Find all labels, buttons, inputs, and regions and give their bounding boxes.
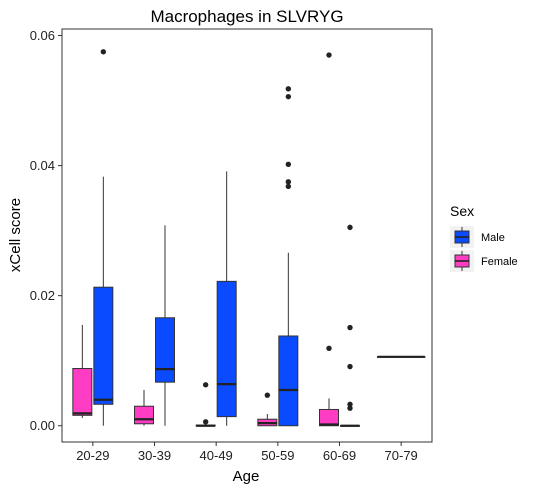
box-male-50-59 [278, 86, 299, 427]
box-iqr [319, 408, 339, 427]
outlier-point [347, 401, 353, 407]
x-tick-label: 40-49 [200, 448, 233, 463]
x-tick-label: 50-59 [261, 448, 294, 463]
outlier-point [285, 179, 292, 185]
outlier-point [285, 93, 292, 100]
y-axis: 0.00 0.02 0.04 0.06 [30, 28, 62, 433]
box-iqr [155, 317, 175, 383]
outlier-point [347, 363, 353, 370]
box-male-30-39 [155, 225, 175, 426]
outlier-point [285, 183, 292, 190]
box-iqr [278, 335, 299, 427]
box-iqr [134, 405, 154, 425]
box-male-70-79 [376, 355, 426, 358]
box-female-30-39 [134, 389, 154, 426]
y-tick-label: 0.00 [30, 418, 55, 433]
x-tick-label: 60-69 [323, 448, 356, 463]
outlier-point [264, 392, 271, 398]
box-male-40-49 [216, 171, 237, 426]
box-male-60-69 [340, 224, 360, 427]
outlier-point [285, 86, 292, 92]
legend: Sex Male Female [450, 203, 518, 272]
box-female-60-69 [319, 52, 339, 427]
outlier-point [202, 382, 209, 388]
plot-panel-border [61, 28, 433, 443]
box-layer [72, 49, 426, 427]
outlier-point [347, 224, 353, 231]
x-axis-title: Age [233, 468, 260, 485]
box-iqr [93, 286, 114, 405]
legend-title: Sex [450, 203, 474, 219]
outlier-point [285, 161, 292, 167]
x-tick-label: 70-79 [385, 448, 418, 463]
outlier-point [202, 419, 209, 425]
box-male-20-29 [93, 49, 114, 426]
box-iqr [216, 280, 237, 418]
legend-label-female: Female [481, 256, 518, 268]
box-female-50-59 [257, 392, 278, 427]
box-female-40-49 [195, 382, 216, 427]
box-iqr [72, 368, 93, 416]
outlier-point [347, 324, 353, 331]
y-tick-label: 0.02 [30, 288, 55, 303]
x-tick-label: 20-29 [76, 448, 109, 463]
outlier-point [100, 49, 107, 55]
y-tick-label: 0.06 [30, 28, 55, 43]
chart-title: Macrophages in SLVRYG [150, 7, 343, 26]
outlier-point [326, 345, 332, 352]
x-axis: 20-29 30-39 40-49 50-59 60-69 70-79 [76, 442, 418, 463]
y-tick-label: 0.04 [30, 158, 55, 173]
y-axis-title: xCell score [7, 198, 24, 272]
legend-label-male: Male [481, 232, 505, 244]
box-female-20-29 [72, 324, 93, 418]
outlier-point [347, 405, 353, 411]
outlier-point [326, 52, 332, 58]
x-tick-label: 30-39 [138, 448, 171, 463]
